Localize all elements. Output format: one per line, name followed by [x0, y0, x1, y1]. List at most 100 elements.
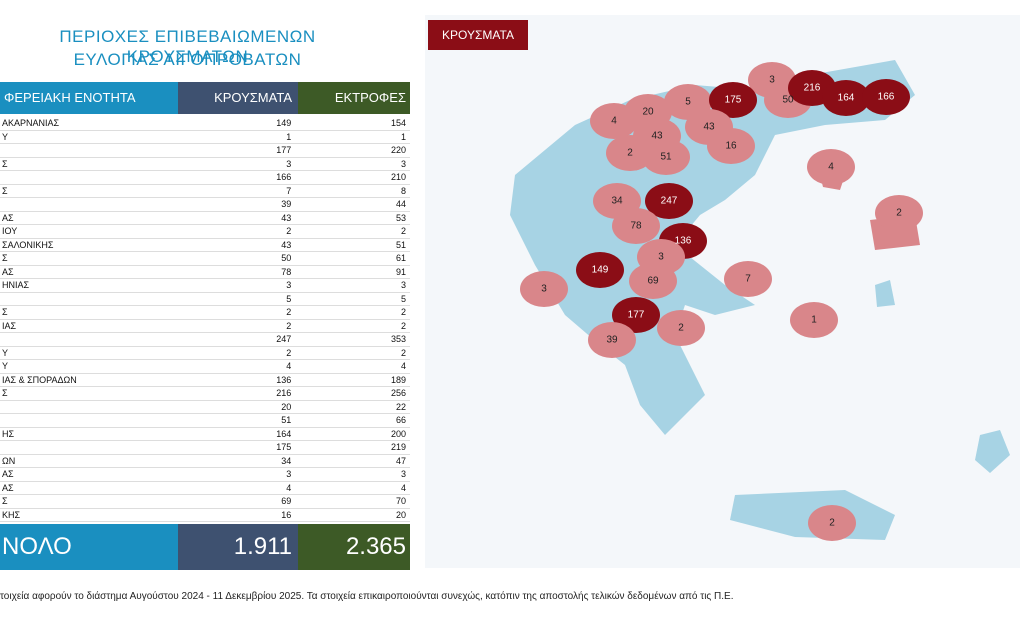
- region-label: 50: [782, 95, 794, 106]
- table-cell: ΣΑΛΟΝΙΚΗΣ: [2, 239, 54, 250]
- total-row: ΝΟΛΟ 1.911 2.365: [0, 524, 410, 570]
- table-row: ΑΣ 43 53: [0, 212, 410, 225]
- table-cell: 189: [390, 374, 406, 385]
- table-cell: ΑΣ: [2, 266, 14, 277]
- table-cell: 51: [281, 415, 292, 425]
- table-row: ΑΣ 3 3: [0, 468, 410, 482]
- island: [875, 280, 895, 307]
- header-cell: ΕΚΤΡΟΦΕΣ: [298, 82, 410, 114]
- table-row: Υ 1 1: [0, 131, 410, 144]
- total-cell: ΝΟΛΟ: [0, 524, 178, 570]
- region-label: 166: [878, 92, 895, 103]
- table-cell: 39: [281, 199, 292, 209]
- table-cell: 7: [286, 185, 292, 196]
- table-row: ΗΝΙΑΣ 3 3: [0, 279, 410, 293]
- region: [822, 80, 870, 116]
- table-cell: 3: [400, 158, 406, 169]
- region: [606, 135, 654, 171]
- region-label: 43: [703, 122, 715, 133]
- table-cell: 166: [276, 172, 292, 182]
- table-cell: [0, 401, 175, 414]
- table-row: Σ 50 61: [0, 252, 410, 266]
- table-cell: ΗΝΙΑΣ: [2, 280, 30, 290]
- table-cell: 70: [395, 496, 406, 506]
- table-cell: 136: [276, 374, 292, 385]
- table-cell: 210: [390, 172, 406, 182]
- table-cell: Υ: [2, 131, 9, 142]
- table-cell: 91: [395, 266, 406, 277]
- region-label: 2: [896, 208, 902, 219]
- table-cell: 43: [281, 239, 292, 250]
- region-label: 2: [678, 323, 684, 334]
- table-row: ΙΟΥ 2 2: [0, 225, 410, 239]
- table-cell: 2: [400, 320, 406, 331]
- table-row: Σ 216 256: [0, 387, 410, 401]
- table-row: Υ 2 2: [0, 347, 410, 360]
- table-row: Σ 3 3: [0, 158, 410, 171]
- region: [657, 310, 705, 346]
- table-cell: 51: [395, 239, 406, 250]
- title: ΕΥΛΟΓΙΑΣ ΑΙΓΟΠΡΟΒΑΤΩΝ: [73, 50, 302, 69]
- table-row: Υ 4 4: [0, 360, 410, 374]
- table-cell: 2: [286, 307, 292, 317]
- table-cell: 20: [281, 401, 292, 412]
- table-row: ΩΝ 34 47: [0, 455, 410, 468]
- table-cell: 1: [400, 131, 406, 142]
- table-cell: 2: [400, 347, 406, 358]
- table-row: Σ 2 2: [0, 306, 410, 320]
- region: [645, 183, 693, 219]
- table-cell: 164: [276, 428, 292, 439]
- table-cell: ΙΑΣ: [2, 320, 17, 331]
- table-cell: 175: [276, 442, 292, 452]
- region: [612, 297, 660, 333]
- table-cell: ΩΝ: [2, 455, 16, 466]
- region-label: 4: [828, 162, 834, 173]
- table-cell: Υ: [2, 361, 9, 371]
- region: [709, 82, 757, 118]
- table-cell: 61: [395, 253, 406, 263]
- header-cell: ΚΡΟΥΣΜΑΤΑ: [178, 82, 298, 114]
- region-label: 149: [592, 265, 609, 276]
- table-row: ΑΣ 78 91: [0, 266, 410, 279]
- region-label: 16: [725, 141, 737, 152]
- table-cell: 2: [400, 307, 406, 317]
- table-cell: 8: [400, 185, 406, 196]
- legend-label: ΚΡΟΥΣΜΑΤΑ: [442, 28, 514, 42]
- region-label: 43: [651, 131, 663, 142]
- table-cell: 50: [281, 253, 292, 263]
- region: [807, 149, 855, 185]
- table-cell: ΑΚΑΡΝΑΝΙΑΣ: [2, 118, 60, 128]
- table-cell: [0, 293, 175, 306]
- table-cell: 247: [276, 334, 292, 344]
- table-row: ΚΗΣ 16 20: [0, 509, 410, 522]
- table-cell: 3: [400, 280, 406, 290]
- table-row: 39 44: [0, 198, 410, 212]
- table-cell: 34: [281, 455, 292, 466]
- table-cell: 22: [395, 401, 406, 412]
- table-cell: [0, 441, 175, 454]
- table-cell: 219: [390, 442, 406, 452]
- table-row: ΙΑΣ 2 2: [0, 320, 410, 333]
- table-row: Σ 7 8: [0, 185, 410, 198]
- table-cell: ΙΑΣ & ΣΠΟΡΑΔΩΝ: [2, 374, 77, 385]
- table-row: ΙΑΣ & ΣΠΟΡΑΔΩΝ 136 189: [0, 374, 410, 387]
- table-cell: 2: [286, 226, 292, 236]
- table-row: ΑΚΑΡΝΑΝΙΑΣ 149 154: [0, 117, 410, 131]
- table-cell: 47: [395, 455, 406, 466]
- table-cell: 66: [395, 415, 406, 425]
- table-row: Σ 69 70: [0, 495, 410, 509]
- table-row: 177 220: [0, 144, 410, 158]
- region-label: 69: [647, 276, 659, 287]
- region: [862, 79, 910, 115]
- table-cell: 4: [400, 482, 406, 493]
- region-label: 39: [606, 335, 618, 346]
- table-cell: ΚΗΣ: [2, 509, 21, 520]
- region-label: 34: [611, 196, 623, 207]
- table-cell: Σ: [2, 496, 8, 506]
- table-cell: 5: [400, 293, 406, 304]
- region-label: 4: [611, 116, 617, 127]
- table-cell: Σ: [2, 253, 8, 263]
- table-cell: ΗΣ: [2, 428, 15, 439]
- region-label: 177: [628, 310, 645, 321]
- region: [875, 195, 923, 231]
